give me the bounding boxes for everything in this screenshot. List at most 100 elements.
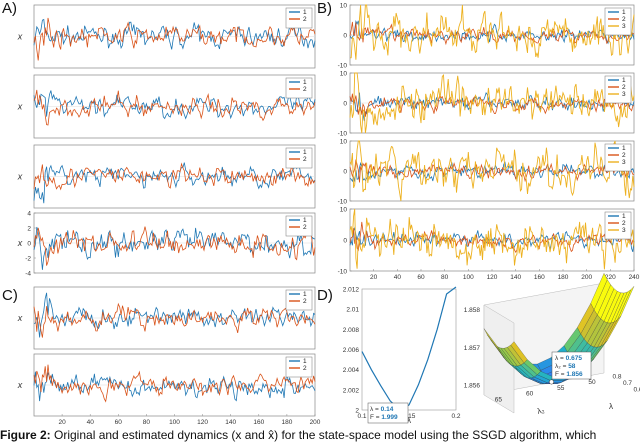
x-tick-label: 200 bbox=[581, 274, 592, 281]
series-line-3 bbox=[349, 208, 635, 270]
legend: 12 bbox=[285, 215, 313, 237]
y-axis-label: x bbox=[17, 102, 23, 112]
surface-annotation-lambda-value: 0.675 bbox=[566, 355, 583, 362]
surface-annotation-f-label: F = bbox=[555, 371, 566, 378]
lambda-cost-curve bbox=[361, 286, 457, 411]
legend-box bbox=[285, 147, 313, 169]
lambda-cost-annotation: λ = 0.14 F = 1.999 bbox=[367, 402, 409, 424]
y-tick-label: 0 bbox=[343, 101, 347, 108]
legend-label: 1 bbox=[303, 358, 307, 365]
timeseries-subplot: x 12 bbox=[17, 4, 316, 69]
x-tick-label: 20 bbox=[58, 419, 66, 426]
series-line-3 bbox=[349, 4, 635, 60]
surface-annotation-f-value: 1.856 bbox=[566, 371, 583, 378]
y-tick-label: 0 bbox=[343, 169, 347, 176]
surface-annotation-lambda2-label: λ₂ = bbox=[555, 363, 568, 370]
x-tick-label: 65 bbox=[495, 396, 503, 403]
z-tick-label: 1.857 bbox=[464, 345, 481, 352]
legend-label: 1 bbox=[622, 145, 626, 152]
legend-label: 2 bbox=[303, 16, 307, 23]
legend: 12 bbox=[285, 289, 313, 311]
x-tick-label: 40 bbox=[87, 419, 95, 426]
surface-ylabel: λ bbox=[609, 402, 613, 411]
cost-surface-plot: 1.858 1.857 1.856 65 60 55 50 0.80.70.6 λ₂ λ λ … bbox=[464, 273, 640, 416]
legend: 123 bbox=[604, 7, 632, 36]
surface-annotation-lambda-label: λ = bbox=[555, 355, 566, 362]
y-axis-label: x bbox=[17, 380, 23, 390]
lambda-cost-annotation-f-label: F = bbox=[370, 414, 381, 421]
y-axis-label: x bbox=[17, 172, 23, 182]
surface-side-pane bbox=[483, 304, 515, 414]
y-tick-label: 10 bbox=[340, 139, 348, 146]
x-tick-label: 55 bbox=[557, 385, 565, 392]
y-tick-label: -10 bbox=[338, 269, 348, 276]
timeseries-subplot: x 12 bbox=[17, 74, 316, 139]
lambda-cost-plot: 2.012 2.01 2.008 2.006 2.004 2.002 20.1 0.15 0.2… bbox=[343, 287, 461, 426]
lambda-cost-annotation-lambda-value: 0.14 bbox=[381, 406, 394, 413]
legend-label: 2 bbox=[303, 224, 307, 231]
timeseries-subplot: 10 0 -10 123 bbox=[338, 71, 635, 138]
lambda-cost-annotation-lambda-label: λ = bbox=[370, 406, 381, 413]
figure-caption: Figure 2: Original and estimated dynamic… bbox=[0, 427, 640, 443]
panel-label-a: A) bbox=[2, 0, 17, 17]
x-tick-label: 60 bbox=[417, 274, 425, 281]
y-tick-label: 0 bbox=[343, 238, 347, 245]
legend-label: 1 bbox=[303, 9, 307, 16]
legend-label: 2 bbox=[303, 156, 307, 163]
y-tick-label: 0.8 bbox=[613, 374, 622, 381]
legend-label: 2 bbox=[622, 16, 626, 23]
x-tick-label: 80 bbox=[143, 419, 151, 426]
legend: 123 bbox=[604, 143, 632, 172]
legend-label: 2 bbox=[622, 84, 626, 91]
legend-label: 3 bbox=[622, 91, 626, 98]
x-tick-label: 220 bbox=[605, 274, 616, 281]
legend: 12 bbox=[285, 77, 313, 99]
x-tick-label: 50 bbox=[588, 379, 596, 386]
surface-annotation-lambda2: λ₂ = 58 bbox=[555, 363, 576, 370]
legend-label: 2 bbox=[303, 365, 307, 372]
y-tick-label: 2 bbox=[355, 408, 359, 415]
timeseries-subplot: x 20 40 60 80 100 120 140 160 180 200 12 bbox=[17, 353, 321, 426]
y-tick-label: -2 bbox=[25, 256, 31, 263]
x-tick-label: 40 bbox=[394, 274, 402, 281]
y-tick-label: 2.002 bbox=[343, 387, 360, 394]
y-tick-label: 2.012 bbox=[343, 287, 360, 294]
x-tick-label: 200 bbox=[310, 419, 321, 426]
y-tick-label: 2.008 bbox=[343, 327, 360, 334]
series-line-3 bbox=[349, 140, 635, 202]
surface-patch bbox=[483, 328, 501, 353]
lambda-cost-annotation-box bbox=[367, 402, 409, 424]
y-tick-label: 0 bbox=[343, 33, 347, 40]
y-tick-label: 2.006 bbox=[343, 347, 360, 354]
caption-label: Figure 2: bbox=[0, 428, 51, 442]
cost-surface bbox=[483, 273, 635, 414]
lambda-cost-annotation-lambda: λ = 0.14 bbox=[370, 406, 394, 413]
series-line-2 bbox=[33, 364, 316, 403]
plots-layer: x12x12x12420-2-4x12100-10123100-10123100… bbox=[17, 3, 640, 427]
y-tick-label: 2.004 bbox=[343, 367, 360, 374]
x-tick-label: 0.2 bbox=[451, 413, 460, 420]
legend-label: 1 bbox=[622, 77, 626, 84]
legend-label: 3 bbox=[622, 159, 626, 166]
legend-label: 2 bbox=[622, 152, 626, 159]
timeseries-subplot: 10 0 -10 123 bbox=[338, 3, 635, 70]
legend-label: 3 bbox=[622, 23, 626, 30]
y-tick-label: 4 bbox=[27, 211, 31, 218]
series-line-1 bbox=[33, 162, 316, 204]
series-line-2 bbox=[33, 302, 316, 338]
legend-label: 2 bbox=[622, 220, 626, 227]
legend-label: 1 bbox=[303, 79, 307, 86]
y-tick-label: 10 bbox=[340, 71, 348, 78]
lambda-cost-annotation-f: F = 1.999 bbox=[370, 414, 398, 421]
lambda-cost-xlabel: λ bbox=[407, 416, 411, 425]
legend-box bbox=[285, 77, 313, 99]
panel-label-d: D) bbox=[317, 287, 333, 304]
y-axis-label: x bbox=[17, 32, 23, 42]
legend-box bbox=[285, 215, 313, 237]
lambda-cost-ticks: 2.012 2.01 2.008 2.006 2.004 2.002 20.1 0.15 0.2 bbox=[343, 287, 461, 421]
z-tick-label: 1.856 bbox=[464, 383, 481, 390]
series-line-1 bbox=[349, 20, 635, 45]
